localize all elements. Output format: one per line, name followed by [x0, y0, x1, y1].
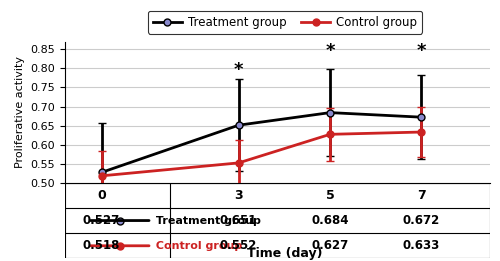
Text: 0: 0 [97, 189, 106, 202]
Text: 0.633: 0.633 [403, 239, 440, 252]
Y-axis label: Proliferative activity: Proliferative activity [15, 56, 25, 168]
Legend: Treatment group, Control group: Treatment group, Control group [148, 11, 422, 34]
Text: 0.684: 0.684 [312, 214, 349, 227]
Text: 3: 3 [234, 189, 243, 202]
Text: Treatment group: Treatment group [152, 216, 260, 226]
Text: 0.627: 0.627 [312, 239, 348, 252]
Text: Time (day): Time (day) [247, 247, 323, 260]
Text: *: * [234, 61, 243, 79]
Text: 5: 5 [326, 189, 334, 202]
Text: 0.518: 0.518 [83, 239, 120, 252]
Text: *: * [416, 42, 426, 60]
Text: 0.552: 0.552 [220, 239, 258, 252]
Text: 0.527: 0.527 [83, 214, 120, 227]
Text: 0.672: 0.672 [403, 214, 440, 227]
Text: *: * [326, 42, 335, 60]
Text: 7: 7 [417, 189, 426, 202]
Text: 0.651: 0.651 [220, 214, 258, 227]
Text: Control group: Control group [152, 241, 242, 251]
